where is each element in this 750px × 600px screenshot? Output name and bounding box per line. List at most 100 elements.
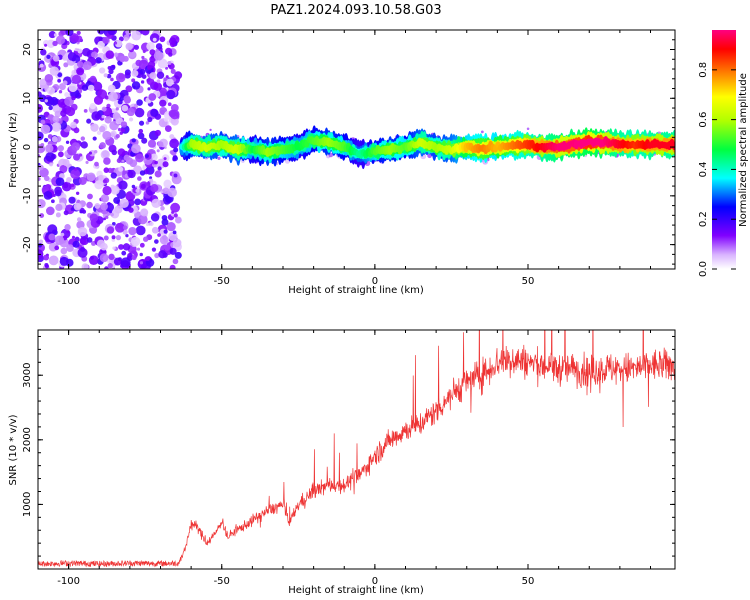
noise-blob [57,145,65,152]
noise-blob [64,224,71,231]
noise-blob [146,77,155,85]
noise-blob [70,169,81,180]
noise-blob [110,77,114,82]
noise-blob [126,107,135,117]
noise-blob [65,106,76,117]
noise-blob [68,83,78,93]
noise-blob [49,66,59,76]
noise-blob [79,210,83,214]
noise-blob [123,95,131,103]
y-tick-label: 20 [22,43,33,56]
noise-blob [172,230,177,235]
noise-blob [160,206,165,211]
noise-blob [139,170,146,176]
noise-blob [121,250,127,256]
noise-blob [105,215,109,220]
noise-blob [76,30,81,36]
noise-blob [51,199,55,204]
noise-blob [98,174,104,181]
noise-blob [141,30,150,36]
noise-blob [163,157,167,161]
noise-blob [110,64,116,71]
noise-blob [38,177,41,181]
noise-blob [86,237,93,243]
noise-blob [67,52,77,61]
noise-blob [38,201,41,206]
noise-blob [167,102,172,107]
noise-blob [113,52,119,57]
noise-blob [44,74,54,83]
noise-blob [71,95,76,101]
noise-blob [54,245,60,251]
noise-blob [168,52,173,57]
noise-blob [110,212,114,217]
noise-blob [154,160,158,165]
noise-blob [170,117,179,126]
noise-blob [76,67,85,76]
noise-blob [159,36,166,43]
noise-blob [113,41,118,45]
noise-blob [45,144,54,153]
noise-blob [94,203,101,209]
noise-blob [58,90,63,94]
noise-blob [107,30,118,36]
snr-ylabel: SNR (10 * v/v) [8,414,19,485]
noise-blob [112,112,121,120]
noise-blob [74,47,78,52]
noise-blob [145,154,149,158]
noise-blob [135,59,142,67]
noise-blob [154,129,162,136]
noise-blob [90,123,99,132]
noise-blob [153,51,164,61]
noise-blob [102,36,110,44]
noise-blob [96,239,106,248]
noise-blob [120,128,126,133]
noise-blob [91,51,98,59]
noise-blob [139,252,143,257]
noise-blob [60,247,68,255]
noise-blob [127,44,133,49]
noise-blob [153,82,163,91]
noise-blob [133,44,140,50]
noise-blob [113,196,121,204]
noise-blob [154,239,159,244]
noise-blob [140,183,146,189]
x-tick-label: -50 [214,576,230,587]
scatter-point [217,156,221,160]
noise-blob [131,81,141,90]
noise-blob [124,37,129,42]
snr-xlabel: Height of straight line (km) [288,585,424,596]
noise-blob [134,198,141,206]
noise-blob [128,50,136,58]
noise-blob [131,138,136,143]
colorbar-tick-label: 0.0 [698,261,709,277]
scatter-point [209,128,212,132]
noise-blob [107,262,113,269]
noise-blob [169,109,180,120]
noise-blob [118,180,128,190]
noise-blob [59,165,68,174]
noise-blob [156,149,160,153]
noise-blob [131,30,142,41]
noise-blob [125,85,133,93]
noise-blob [114,39,123,48]
noise-blob [39,63,44,68]
noise-blob [103,157,111,165]
x-tick-label: 50 [522,276,535,287]
noise-blob [40,143,45,147]
noise-blob [169,197,173,201]
noise-blob [158,250,167,259]
noise-blob [48,233,56,241]
noise-blob [78,177,87,185]
noise-blob [64,92,70,98]
noise-blob [38,239,44,244]
noise-blob [87,193,93,200]
noise-blob [104,116,112,124]
noise-blob [137,132,145,140]
noise-blob [87,84,95,92]
noise-blob [148,93,157,101]
ridge-cell [671,141,675,151]
noise-blob [44,175,50,182]
noise-blob [48,105,53,111]
scatter-point [526,127,530,131]
